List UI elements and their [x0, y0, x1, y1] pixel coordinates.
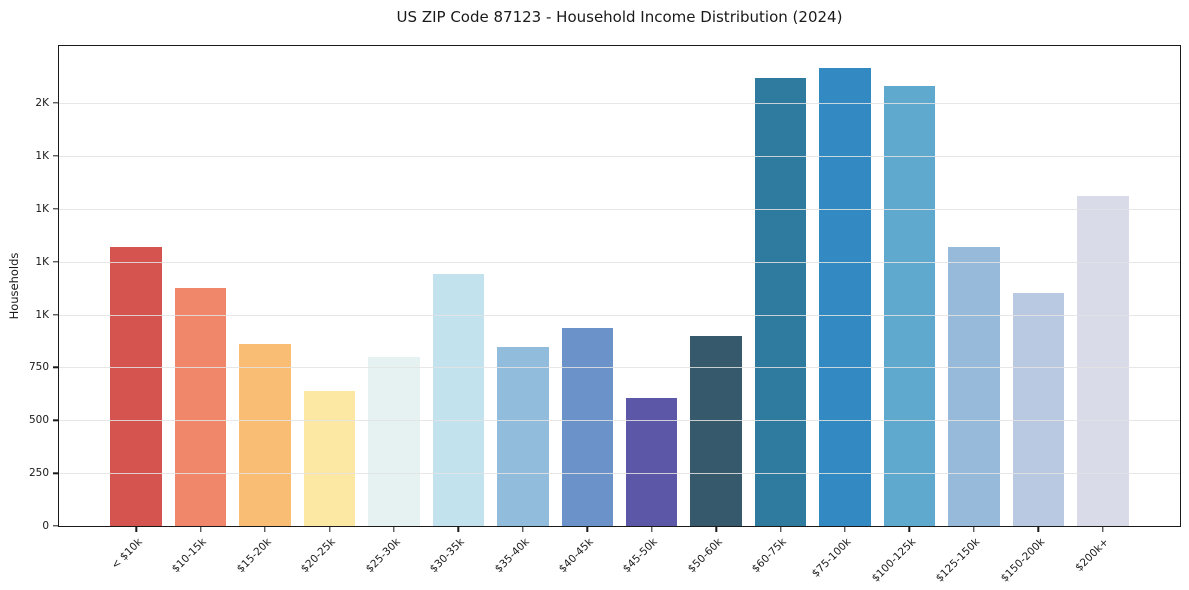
x-tick-mark: [844, 527, 846, 532]
x-tick-mark: [1102, 527, 1104, 532]
y-tick-label: 0: [42, 520, 49, 532]
x-tick-label: $30-35k: [427, 536, 467, 576]
y-tick-label: 500: [28, 414, 49, 427]
x-tick-mark: [135, 527, 137, 532]
bar-slot: [104, 46, 168, 526]
x-tick-mark: [328, 527, 331, 532]
bar: [819, 68, 871, 526]
y-tick-mark: [53, 102, 59, 104]
bar-slot: [877, 46, 941, 526]
y-tick-label: 1K: [35, 202, 49, 215]
x-tick-mark: [457, 527, 460, 532]
bar-slot: [297, 46, 361, 526]
bar: [368, 356, 420, 526]
bar-slot: [1006, 46, 1070, 526]
y-axis-label: Households: [7, 252, 21, 320]
x-tick-mark: [393, 527, 395, 532]
bar: [625, 398, 678, 526]
y-tick-mark: [53, 313, 59, 316]
bar-slot: [748, 46, 812, 526]
x-tick-mark: [779, 527, 782, 532]
x-tick-label: $15-20k: [234, 536, 274, 576]
x-tick-mark: [908, 527, 911, 532]
bar-slot: [426, 46, 490, 526]
bar: [690, 335, 742, 526]
bar: [303, 390, 356, 526]
y-tick-label: 1K: [35, 149, 49, 162]
bar: [432, 274, 485, 526]
y-tick-mark: [53, 472, 59, 474]
x-tick-label: $200k+: [1073, 536, 1112, 574]
x-tick-label: $35-40k: [492, 536, 532, 576]
bar: [110, 246, 162, 526]
y-tick-label: 250: [28, 467, 49, 480]
x-tick-label: $50-60k: [685, 536, 725, 576]
chart-title: US ZIP Code 87123 - Household Income Dis…: [396, 8, 843, 26]
x-tick-label: $150-200k: [998, 536, 1047, 585]
y-tick-mark: [53, 419, 59, 421]
bar: [561, 328, 614, 526]
x-tick-mark: [1037, 527, 1040, 532]
x-tick-label: $100-125k: [869, 536, 918, 585]
x-tick-label: $20-25k: [298, 536, 339, 576]
plot-area: 0 250 500 750 1K 1K 1K 1K 2K < $10k $10-15k $15-20…: [29, 45, 1181, 585]
bar-slot: [620, 46, 684, 526]
bar: [497, 347, 549, 526]
bar-slot: [233, 46, 297, 526]
x-tick-label: $45-50k: [621, 536, 661, 576]
bar: [1012, 293, 1065, 526]
y-tick-mark: [53, 155, 59, 157]
bar-slot: [684, 46, 748, 526]
bars-container: [59, 46, 1180, 526]
y-tick-mark: [53, 366, 59, 369]
bar: [239, 344, 291, 526]
x-tick-mark: [973, 527, 975, 532]
x-tick-mark: [586, 527, 588, 532]
y-tick-mark: [53, 525, 59, 527]
bar: [948, 246, 1000, 526]
bar: [1077, 196, 1129, 526]
x-tick-mark: [651, 527, 653, 532]
x-tick-label: $10-15k: [170, 536, 210, 576]
bar: [754, 77, 807, 526]
bar-slot: [362, 46, 426, 526]
x-tick-label: < $10k: [109, 536, 145, 572]
bar-slot: [1071, 46, 1135, 526]
y-tick-label: 1K: [35, 308, 49, 321]
y-tick-label: 750: [28, 361, 49, 374]
x-tick-label: $40-45k: [556, 536, 596, 576]
y-tick-mark: [53, 208, 59, 210]
bar-slot: [168, 46, 232, 526]
x-tick-label: $25-30k: [363, 536, 403, 576]
x-tick-label: $75-100k: [809, 536, 854, 580]
x-tick-mark: [522, 527, 524, 532]
bar: [174, 288, 227, 526]
y-tick-label: 2K: [35, 97, 49, 110]
bar-slot: [491, 46, 555, 526]
x-tick-label: $125-150k: [933, 536, 983, 585]
y-tick-label: 1K: [35, 255, 49, 268]
bar-slot: [813, 46, 877, 526]
x-tick-mark: [264, 527, 266, 532]
y-tick-mark: [53, 260, 59, 263]
bar: [883, 86, 936, 526]
x-tick-mark: [715, 527, 717, 532]
bar-slot: [555, 46, 619, 526]
x-tick-label: $60-75k: [749, 536, 790, 576]
x-tick-mark: [199, 527, 202, 532]
bar-slot: [942, 46, 1006, 526]
